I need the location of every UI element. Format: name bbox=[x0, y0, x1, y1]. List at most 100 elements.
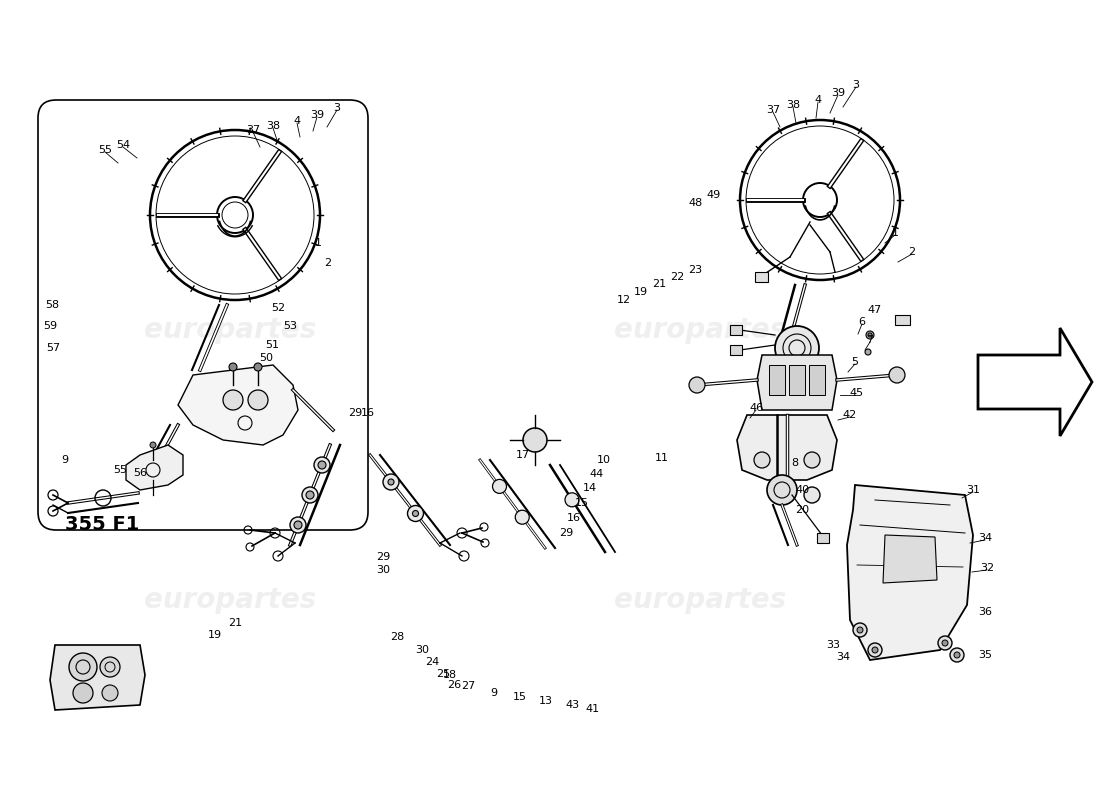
Circle shape bbox=[954, 652, 960, 658]
Text: 39: 39 bbox=[310, 110, 324, 120]
Text: 5: 5 bbox=[851, 357, 858, 367]
Text: 355 F1: 355 F1 bbox=[65, 515, 140, 534]
Text: 1: 1 bbox=[315, 238, 321, 248]
Circle shape bbox=[522, 428, 547, 452]
Text: 49: 49 bbox=[707, 190, 722, 200]
Circle shape bbox=[412, 510, 418, 517]
Text: 12: 12 bbox=[617, 295, 631, 305]
Text: 10: 10 bbox=[597, 455, 611, 465]
Text: 15: 15 bbox=[575, 498, 589, 508]
Polygon shape bbox=[789, 365, 805, 395]
Text: europartes: europartes bbox=[144, 316, 316, 344]
Text: 38: 38 bbox=[266, 121, 280, 131]
Text: 14: 14 bbox=[583, 483, 597, 493]
Polygon shape bbox=[847, 485, 974, 660]
Circle shape bbox=[865, 349, 871, 355]
Text: 27: 27 bbox=[461, 681, 475, 691]
Text: 19: 19 bbox=[208, 630, 222, 640]
Text: 17: 17 bbox=[516, 450, 530, 460]
Text: 29: 29 bbox=[376, 552, 390, 562]
Text: 55: 55 bbox=[113, 465, 127, 475]
Circle shape bbox=[229, 363, 236, 371]
Text: 47: 47 bbox=[868, 305, 882, 315]
Polygon shape bbox=[883, 535, 937, 583]
Circle shape bbox=[950, 648, 964, 662]
Text: 3: 3 bbox=[852, 80, 859, 90]
Circle shape bbox=[248, 390, 268, 410]
Circle shape bbox=[767, 475, 798, 505]
Polygon shape bbox=[737, 415, 837, 480]
Text: 33: 33 bbox=[826, 640, 840, 650]
Text: 56: 56 bbox=[133, 468, 147, 478]
Text: 4: 4 bbox=[294, 116, 300, 126]
Text: 4: 4 bbox=[814, 95, 822, 105]
Text: 30: 30 bbox=[415, 645, 429, 655]
Circle shape bbox=[852, 623, 867, 637]
Text: europartes: europartes bbox=[144, 586, 316, 614]
Text: 38: 38 bbox=[785, 100, 800, 110]
Text: 24: 24 bbox=[425, 657, 439, 667]
Text: 1: 1 bbox=[891, 228, 899, 238]
Circle shape bbox=[515, 510, 529, 524]
Text: 31: 31 bbox=[966, 485, 980, 495]
Polygon shape bbox=[978, 328, 1092, 436]
Circle shape bbox=[314, 457, 330, 473]
Text: 7: 7 bbox=[867, 335, 873, 345]
Text: 3: 3 bbox=[333, 103, 341, 113]
Circle shape bbox=[290, 517, 306, 533]
Text: 46: 46 bbox=[749, 403, 763, 413]
Text: 37: 37 bbox=[766, 105, 780, 115]
Circle shape bbox=[689, 377, 705, 393]
Text: 57: 57 bbox=[46, 343, 60, 353]
Circle shape bbox=[868, 643, 882, 657]
Text: 26: 26 bbox=[447, 680, 461, 690]
Circle shape bbox=[294, 521, 302, 529]
Circle shape bbox=[804, 487, 820, 503]
Text: 36: 36 bbox=[978, 607, 992, 617]
Circle shape bbox=[254, 363, 262, 371]
Circle shape bbox=[565, 493, 579, 507]
Circle shape bbox=[102, 685, 118, 701]
Text: 19: 19 bbox=[634, 287, 648, 297]
Text: 48: 48 bbox=[689, 198, 703, 208]
Circle shape bbox=[804, 452, 820, 468]
Text: 50: 50 bbox=[258, 353, 273, 363]
Text: 9: 9 bbox=[62, 455, 68, 465]
Polygon shape bbox=[757, 355, 837, 410]
Text: 39: 39 bbox=[830, 88, 845, 98]
Circle shape bbox=[938, 636, 952, 650]
Text: 25: 25 bbox=[436, 669, 450, 679]
Circle shape bbox=[223, 390, 243, 410]
Circle shape bbox=[73, 683, 94, 703]
Polygon shape bbox=[178, 365, 298, 445]
Text: 41: 41 bbox=[586, 704, 601, 714]
Text: 53: 53 bbox=[283, 321, 297, 331]
Text: 59: 59 bbox=[43, 321, 57, 331]
Text: 16: 16 bbox=[566, 513, 581, 523]
Text: europartes: europartes bbox=[614, 586, 786, 614]
Polygon shape bbox=[730, 325, 743, 335]
Polygon shape bbox=[126, 445, 183, 490]
Text: 15: 15 bbox=[513, 692, 527, 702]
Text: 2: 2 bbox=[909, 247, 915, 257]
Circle shape bbox=[150, 442, 156, 448]
Circle shape bbox=[407, 506, 424, 522]
Circle shape bbox=[318, 461, 326, 469]
Circle shape bbox=[306, 491, 313, 499]
Polygon shape bbox=[755, 272, 768, 282]
Circle shape bbox=[69, 653, 97, 681]
Text: 58: 58 bbox=[45, 300, 59, 310]
Circle shape bbox=[776, 326, 820, 370]
Circle shape bbox=[302, 487, 318, 503]
Text: 22: 22 bbox=[670, 272, 684, 282]
Text: 51: 51 bbox=[265, 340, 279, 350]
Circle shape bbox=[857, 627, 864, 633]
Circle shape bbox=[868, 333, 872, 337]
Text: 16: 16 bbox=[361, 408, 375, 418]
Text: 42: 42 bbox=[843, 410, 857, 420]
Polygon shape bbox=[817, 533, 829, 543]
Text: 21: 21 bbox=[652, 279, 667, 289]
Text: 11: 11 bbox=[654, 453, 669, 463]
Text: 52: 52 bbox=[271, 303, 285, 313]
Text: 8: 8 bbox=[791, 458, 799, 468]
